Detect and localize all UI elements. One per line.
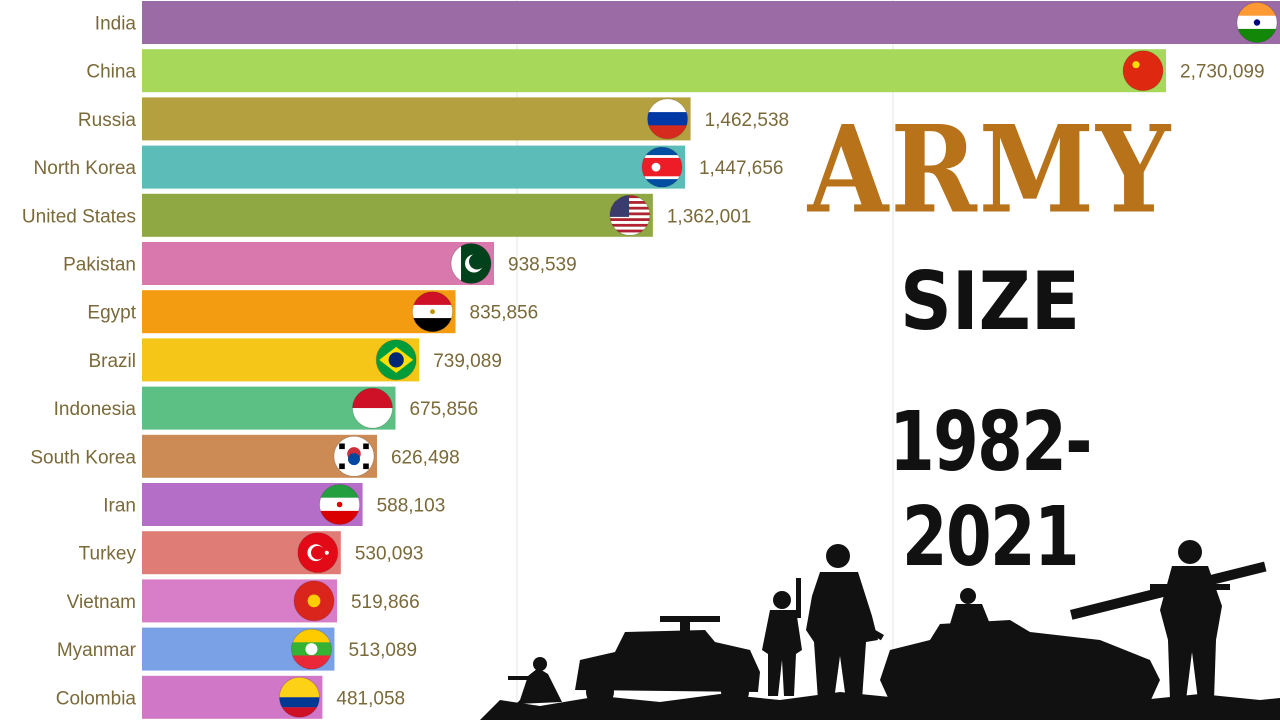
turkey-flag-icon	[297, 532, 339, 574]
bar-row: India	[95, 1, 1280, 44]
bar	[142, 1, 1280, 44]
soldiers-silhouette	[480, 540, 1280, 720]
south-korea-flag-icon	[333, 435, 375, 477]
bar-row: Russia 1,462,538	[78, 97, 790, 141]
united-states-flag-icon	[609, 194, 651, 236]
myanmar-flag-icon	[290, 628, 332, 670]
category-label: South Korea	[30, 447, 136, 468]
colombia-flag-icon	[278, 676, 320, 718]
category-label: Brazil	[88, 351, 136, 372]
bar-row: Pakistan 938,539	[63, 242, 577, 285]
iran-flag-icon	[319, 484, 361, 525]
value-label: 938,539	[508, 255, 577, 276]
title-years: 1982-2021	[889, 395, 1092, 585]
title-size: SIZE	[899, 255, 1081, 348]
category-label: Colombia	[56, 688, 137, 709]
bar-row: South Korea 626,498	[30, 434, 460, 478]
bar	[142, 338, 420, 382]
value-label: 530,093	[355, 544, 424, 565]
value-label: 1,447,656	[699, 158, 784, 179]
category-label: Myanmar	[57, 640, 137, 661]
vietnam-flag-icon	[293, 580, 335, 622]
category-label: Pakistan	[63, 255, 136, 276]
bar-row: Egypt 835,856	[87, 290, 539, 334]
category-label: Egypt	[87, 303, 136, 324]
india-flag-icon	[1236, 2, 1278, 43]
north-korea-flag-icon	[641, 146, 683, 188]
category-label: Indonesia	[54, 399, 137, 420]
value-label: 626,498	[391, 447, 460, 468]
category-label: Vietnam	[67, 592, 136, 613]
bar	[142, 290, 456, 334]
bar	[142, 97, 691, 141]
pakistan-flag-icon	[450, 243, 492, 284]
value-label: 2,730,099	[1180, 62, 1265, 83]
category-label: Russia	[78, 110, 137, 131]
value-label: 481,058	[336, 688, 405, 709]
bar	[142, 145, 685, 189]
bar-row: Vietnam 519,866	[67, 579, 420, 623]
category-label: Iran	[103, 496, 136, 517]
title-army: ARMY	[807, 98, 1173, 241]
china-flag-icon	[1122, 50, 1164, 92]
bar-row: United States 1,362,001	[22, 193, 752, 237]
bar	[142, 193, 653, 237]
bar-row: China 2,730,099	[86, 49, 1265, 93]
category-label: Turkey	[79, 544, 137, 565]
value-label: 675,856	[409, 399, 478, 420]
bar	[142, 49, 1166, 93]
bar-row: Myanmar 513,089	[57, 627, 417, 671]
category-label: India	[95, 14, 137, 35]
bar-row: Iran 588,103	[103, 483, 445, 526]
egypt-flag-icon	[412, 291, 454, 333]
value-label: 1,362,001	[667, 206, 752, 227]
bar-row: Brazil 739,089	[88, 338, 502, 382]
value-label: 835,856	[470, 303, 539, 324]
value-label: 513,089	[348, 640, 417, 661]
russia-flag-icon	[647, 98, 689, 140]
category-label: United States	[22, 206, 136, 227]
bar-row: North Korea 1,447,656	[34, 145, 784, 189]
value-label: 1,462,538	[705, 110, 790, 131]
category-label: China	[86, 62, 136, 83]
bar-row: Indonesia 675,856	[54, 386, 478, 430]
value-label: 519,866	[351, 592, 420, 613]
bar-row: Colombia 481,058	[56, 675, 405, 719]
bar	[142, 242, 495, 285]
value-label: 739,089	[433, 351, 502, 372]
brazil-flag-icon	[375, 339, 417, 381]
bar-row: Turkey 530,093	[79, 531, 424, 575]
category-label: North Korea	[34, 158, 137, 179]
indonesia-flag-icon	[351, 387, 393, 429]
value-label: 588,103	[377, 496, 446, 517]
